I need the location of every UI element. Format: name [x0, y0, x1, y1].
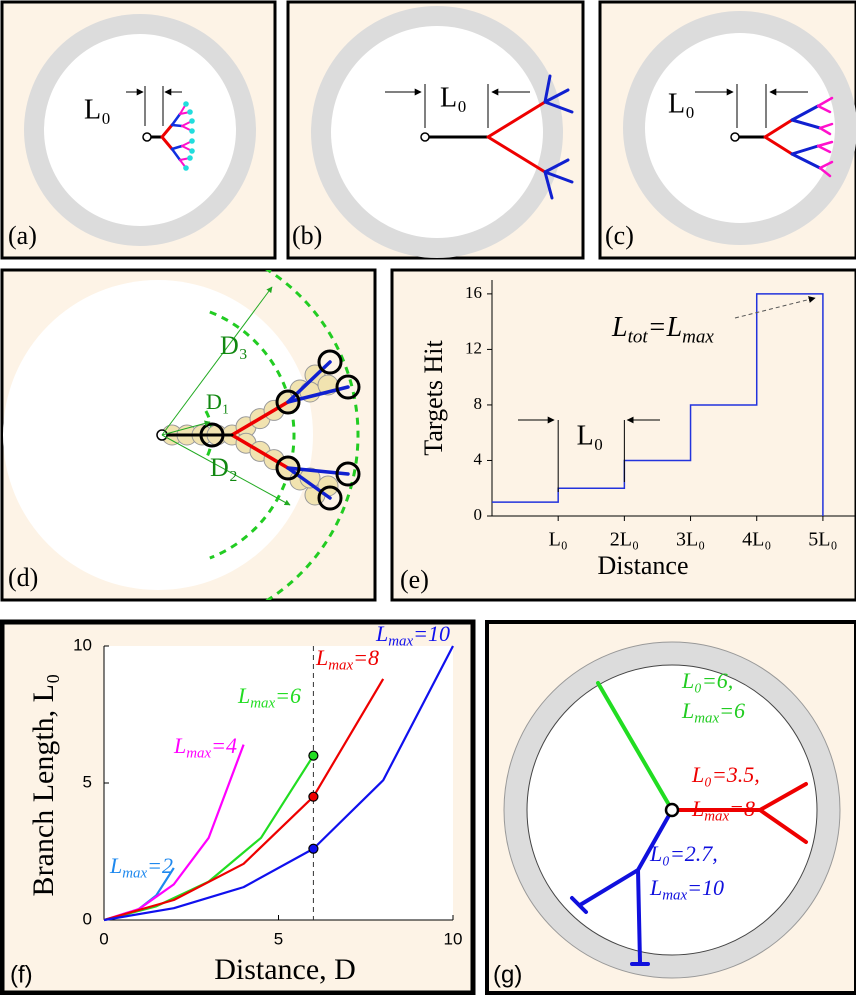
x-tick-label: 2L₀	[610, 529, 639, 551]
text-part: L	[173, 733, 186, 758]
text-part: =8	[353, 645, 379, 670]
label: D₂	[210, 453, 238, 482]
text-part: =6	[275, 683, 301, 708]
target	[183, 165, 189, 171]
subscript: tot	[628, 327, 649, 348]
text-part: L	[375, 621, 388, 646]
panel-letter: (a)	[8, 221, 37, 250]
subscript: max	[122, 866, 147, 882]
x-tick-label: 10	[444, 929, 463, 948]
arena	[331, 26, 543, 238]
origin	[731, 133, 739, 141]
text-part: L	[237, 683, 250, 708]
text-part: =6	[719, 698, 745, 723]
x-tick-label: 4L₀	[742, 529, 771, 551]
subscript: max	[186, 746, 211, 762]
marker	[309, 792, 318, 801]
x-tick-label: 5L₀	[808, 529, 837, 551]
panel-b	[311, 6, 563, 258]
tree-label: L₀=2.7,	[649, 841, 718, 866]
subscript: max	[682, 327, 714, 348]
y-tick-label: 4	[474, 449, 483, 468]
tree-label: L₀=3.5,	[691, 762, 760, 787]
target	[189, 148, 195, 154]
figure: L₀ (a) L₀ (b) L₀ (c) D₃ D₁ D₂ (d) 0 4 8 12 16 L₀ 2L₀ 3L₀ 4…	[0, 0, 856, 995]
marker	[309, 844, 318, 853]
y-tick-label: 10	[73, 635, 92, 654]
target	[189, 118, 195, 124]
x-tick-label: 0	[99, 929, 108, 948]
panel-letter: (f)	[10, 961, 33, 988]
panel-letter: (d)	[8, 563, 38, 592]
tree-label: Lmax=10	[649, 875, 724, 904]
x-tick-label: 5	[274, 929, 283, 948]
target	[189, 128, 195, 134]
label: L₀	[84, 94, 111, 125]
text-part: L	[315, 645, 328, 670]
panel-letter: (b)	[292, 221, 322, 250]
y-axis-label: Targets Hit	[419, 340, 448, 456]
text-part: L	[611, 312, 628, 343]
text-part: L	[691, 796, 704, 821]
arena	[44, 34, 236, 226]
origin	[666, 804, 678, 816]
label: L₀	[668, 88, 695, 119]
y-tick-label: 16	[465, 283, 482, 302]
label: D₃	[220, 331, 248, 360]
body: {"panels": { "a": {"letter": "(a)", "len…	[0, 0, 856, 995]
y-tick-label: 0	[83, 909, 92, 928]
y-tick-label: 12	[465, 338, 482, 357]
origin	[143, 133, 151, 141]
y-tick-label: 0	[474, 505, 483, 524]
subscript: max	[704, 809, 729, 825]
text-part: =2	[147, 853, 173, 878]
page: body { margin: 0; width: 856px; height: …	[0, 0, 856, 995]
y-tick-label: 5	[83, 772, 92, 791]
text-part: =8	[729, 796, 755, 821]
subscript: max	[250, 696, 275, 712]
target	[183, 101, 189, 107]
tree-label: L₀=6,	[681, 668, 733, 693]
panel-letter: (c)	[605, 221, 634, 250]
x-axis-label: Distance, D	[214, 953, 356, 986]
x-tick-label: L₀	[549, 529, 568, 551]
text-part: L	[649, 875, 662, 900]
target	[187, 109, 193, 115]
y-tick-label: 8	[474, 394, 483, 413]
label: L₀	[577, 420, 604, 451]
subscript: max	[328, 658, 353, 674]
origin	[421, 133, 429, 141]
text-part: L	[681, 698, 694, 723]
x-axis-label: Distance	[598, 551, 689, 580]
target	[187, 155, 193, 161]
text-part: =4	[211, 733, 237, 758]
panel-letter: (e)	[400, 565, 429, 594]
text-part: L	[109, 853, 122, 878]
text-part: =10	[687, 875, 724, 900]
y-axis-label: Branch Length, L₀	[27, 674, 60, 897]
curve-label: Lmax=10	[375, 621, 450, 650]
panel-letter: (g)	[493, 961, 522, 988]
label: D₁	[206, 389, 230, 414]
arena	[645, 33, 835, 223]
text-part: =10	[413, 621, 450, 646]
subscript: max	[694, 711, 719, 727]
target	[189, 138, 195, 144]
label: L₀	[440, 82, 467, 113]
marker	[309, 751, 318, 760]
subscript: max	[662, 888, 687, 904]
subscript: max	[388, 634, 413, 650]
x-tick-label: 3L₀	[676, 529, 705, 551]
text-part: =L	[648, 312, 682, 343]
